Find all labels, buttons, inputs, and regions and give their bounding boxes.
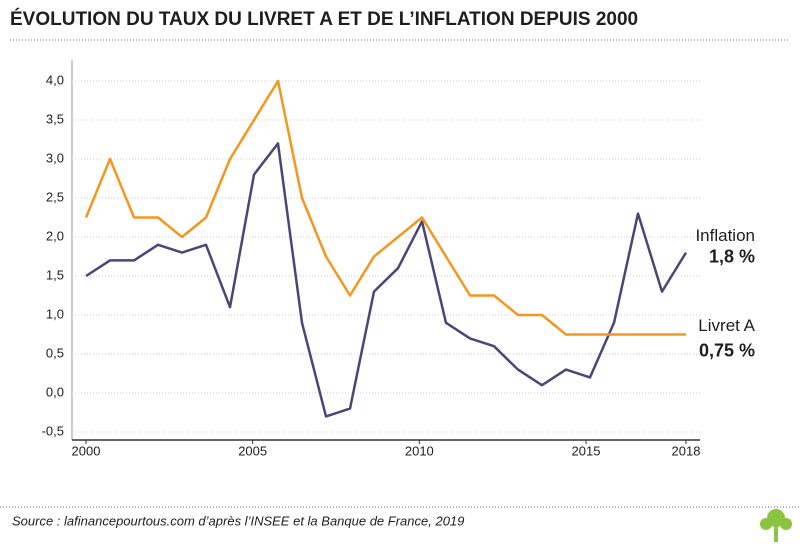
y-tick-label: 2,0 — [46, 228, 64, 243]
series-end-label: 0,75 % — [699, 340, 755, 360]
y-tick-label: -0,5 — [42, 423, 64, 438]
x-tick-label: 2015 — [572, 443, 601, 458]
x-tick-label: 2005 — [238, 443, 267, 458]
y-tick-label: 4,0 — [46, 72, 64, 87]
y-tick-label: 0,0 — [46, 384, 64, 399]
y-tick-label: 0,5 — [46, 345, 64, 360]
y-tick-label: 2,5 — [46, 189, 64, 204]
y-tick-label: 3,0 — [46, 150, 64, 165]
chart-title: ÉVOLUTION DU TAUX DU LIVRET A ET DE L’IN… — [10, 8, 638, 30]
series-line — [85, 142, 688, 418]
series-name: Livret A — [698, 316, 755, 335]
y-tick-label: 1,0 — [46, 306, 64, 321]
series-name: Inflation — [695, 226, 755, 245]
logo — [760, 509, 792, 542]
x-tick-label: 2010 — [405, 443, 434, 458]
source: Source : lafinancepourtous.com d’après l… — [12, 513, 464, 528]
y-tick-label: 1,5 — [46, 267, 64, 282]
series-line — [84, 79, 686, 336]
x-tick-label: 2018 — [672, 443, 701, 458]
series-end-label: 1,8 % — [709, 246, 755, 266]
x-tick-label: 2000 — [72, 443, 101, 458]
y-tick-label: 3,5 — [46, 111, 64, 126]
